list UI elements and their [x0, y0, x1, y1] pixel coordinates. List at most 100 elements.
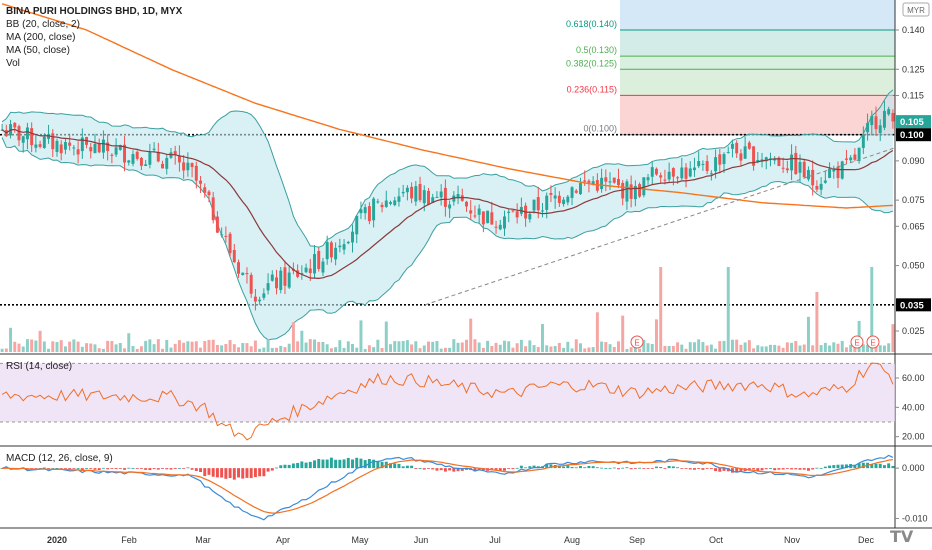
volume-bar — [351, 344, 354, 352]
volume-bar — [815, 292, 819, 352]
macd-title[interactable]: MACD (12, 26, close, 9) — [6, 453, 113, 464]
volume-bar — [718, 341, 722, 352]
macd-histogram-bar — [443, 468, 447, 472]
candle-body — [443, 187, 447, 207]
volume-bar — [663, 345, 667, 352]
time-axis-label: Aug — [564, 535, 580, 545]
volume-bar — [621, 315, 625, 352]
macd-histogram-bar — [697, 468, 701, 469]
volume-bar — [232, 344, 236, 352]
macd-pane: 0.000 -0.010 — [0, 454, 928, 523]
macd-histogram-bar — [718, 468, 722, 472]
ma50-legend[interactable]: MA (50, close) — [6, 45, 70, 56]
volume-bar — [562, 347, 566, 352]
macd-histogram-bar — [211, 468, 215, 477]
macd-histogram-bar — [760, 468, 764, 471]
last-price-badge — [896, 115, 931, 129]
volume-bar — [701, 342, 705, 352]
macd-histogram-bar — [456, 468, 460, 472]
candle-body — [481, 211, 485, 225]
candle-body — [275, 277, 278, 289]
macd-histogram-bar — [135, 468, 139, 469]
macd-histogram-bar — [177, 467, 181, 469]
candle-body — [249, 274, 253, 294]
price-tick-label: 0.065 — [902, 221, 925, 231]
tradingview-logo-icon[interactable]: 𝗧𝗩 — [890, 527, 914, 546]
volume-bar — [397, 341, 401, 352]
volume-bar — [47, 348, 51, 352]
ma200-legend[interactable]: MA (200, close) — [6, 32, 76, 43]
earnings-marker — [866, 335, 880, 349]
candle-body — [232, 250, 236, 263]
volume-bar — [135, 348, 139, 352]
macd-histogram-bar — [714, 468, 718, 472]
macd-histogram-bar — [435, 468, 439, 471]
candle-body — [304, 267, 308, 273]
volume-bar — [249, 346, 253, 352]
candle-body — [832, 168, 836, 172]
rsi-title[interactable]: RSI (14, close) — [6, 361, 73, 372]
macd-histogram-bar — [465, 468, 468, 470]
volume-bar — [372, 347, 376, 352]
macd-histogram-bar — [494, 468, 498, 471]
candle-body — [684, 167, 688, 179]
time-axis-label: Feb — [121, 535, 137, 545]
volume-bar — [452, 339, 456, 352]
volume-bar — [486, 340, 490, 352]
candle-body — [139, 157, 143, 166]
macd-histogram-bar — [882, 465, 886, 469]
macd-histogram-bar — [874, 463, 878, 469]
candle-body — [25, 127, 29, 140]
volume-bar — [600, 341, 604, 352]
macd-histogram-bar — [629, 468, 633, 470]
volume-bar — [30, 339, 34, 352]
vol-legend[interactable]: Vol — [6, 58, 20, 69]
macd-histogram-bar — [156, 468, 160, 470]
candle-body — [308, 268, 312, 274]
macd-histogram-bar — [355, 457, 359, 469]
volume-bar — [228, 340, 232, 352]
volume-bar — [646, 343, 650, 352]
volume-bar — [156, 339, 160, 352]
volume-bar — [743, 342, 747, 352]
macd-histogram-bar — [562, 466, 566, 469]
macd-histogram-bar — [832, 465, 836, 469]
volume-bar — [220, 345, 224, 352]
candle-body — [570, 187, 574, 198]
candle-body — [127, 160, 131, 163]
volume-bar — [844, 347, 848, 352]
volume-bar — [114, 344, 118, 352]
volume-bar — [676, 342, 680, 352]
candle-body — [764, 157, 768, 162]
candle-body — [587, 180, 591, 183]
macd-histogram-bar — [346, 457, 350, 469]
volume-bar — [574, 339, 578, 352]
fib-zone-236-382 — [620, 69, 895, 96]
volume-bar — [207, 339, 211, 352]
volume-bar — [127, 333, 131, 352]
macd-histogram-bar — [253, 468, 257, 477]
candle-body — [663, 179, 667, 181]
candle-body — [359, 209, 363, 214]
candle-body — [861, 134, 865, 148]
volume-bar — [806, 316, 810, 352]
volume-bar — [545, 345, 549, 352]
rsi-tick-label: 20.00 — [902, 432, 925, 442]
candle-body — [785, 168, 789, 171]
volume-bar — [80, 346, 84, 352]
macd-histogram-bar — [583, 467, 587, 469]
candle-body — [549, 192, 553, 195]
macd-histogram-bar — [351, 459, 354, 469]
candle-body — [380, 204, 384, 208]
macd-histogram-bar — [680, 468, 684, 469]
volume-bar — [275, 347, 278, 352]
macd-histogram-bar — [684, 468, 688, 469]
volume-bar — [55, 342, 59, 352]
bb-legend[interactable]: BB (20, close, 2) — [6, 19, 80, 30]
candle-body — [182, 162, 186, 171]
support-badge — [896, 298, 931, 312]
volume-bar — [650, 344, 654, 352]
macd-histogram-bar — [270, 468, 274, 471]
symbol-title[interactable]: BINA PURI HOLDINGS BHD, 1D, MYX — [6, 6, 183, 17]
